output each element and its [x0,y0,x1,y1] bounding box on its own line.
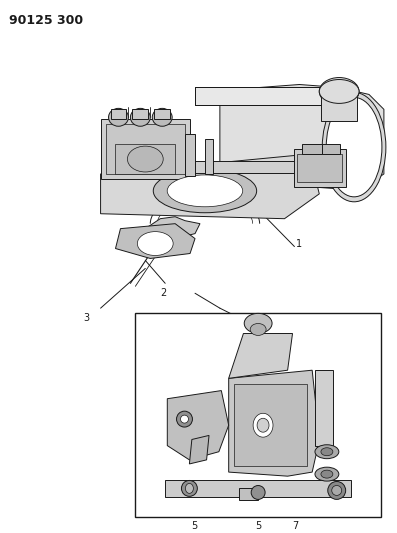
Text: 3: 3 [84,313,90,323]
Bar [195,87,339,106]
Text: 5: 5 [255,521,261,531]
Ellipse shape [321,470,333,478]
Ellipse shape [328,481,346,499]
Bar [322,144,340,154]
Ellipse shape [319,79,359,103]
Bar [110,109,126,119]
Bar [185,134,195,176]
Ellipse shape [137,232,173,255]
Bar [195,87,339,106]
Ellipse shape [322,92,386,202]
Polygon shape [167,391,229,460]
Ellipse shape [181,480,197,496]
Bar [106,124,185,174]
Text: 2: 2 [160,288,166,298]
Bar [116,144,175,174]
Bar [233,384,307,466]
Ellipse shape [332,486,342,495]
Polygon shape [220,85,384,189]
Text: 90125 300: 90125 300 [9,14,83,27]
Bar [321,92,357,122]
Text: 4: 4 [194,344,200,354]
Ellipse shape [321,448,333,456]
Polygon shape [100,154,319,219]
Ellipse shape [251,486,265,499]
Bar [135,313,381,517]
Polygon shape [229,334,293,378]
Ellipse shape [250,324,266,335]
Text: 4: 4 [359,416,365,426]
Text: 5: 5 [191,521,197,531]
Polygon shape [229,370,320,476]
Polygon shape [116,224,195,259]
Ellipse shape [153,169,256,213]
Ellipse shape [244,313,272,333]
Ellipse shape [185,483,193,494]
Ellipse shape [323,82,355,101]
Bar [314,370,333,446]
Text: 6: 6 [145,453,151,463]
Polygon shape [148,217,200,239]
Polygon shape [189,435,209,464]
Text: 1: 1 [297,239,303,248]
Ellipse shape [315,445,339,459]
Bar [297,154,342,182]
Bar [205,139,213,174]
Bar [165,480,351,497]
Bar [303,144,322,154]
Bar [100,119,190,179]
Bar [295,149,346,187]
Bar [132,109,148,119]
Ellipse shape [127,146,163,172]
Ellipse shape [319,77,359,106]
Ellipse shape [315,467,339,481]
Ellipse shape [253,413,273,437]
Ellipse shape [108,108,128,126]
Ellipse shape [152,108,172,126]
Bar [154,109,170,119]
Ellipse shape [181,415,189,423]
Text: 7: 7 [292,521,298,531]
Ellipse shape [177,411,193,427]
Ellipse shape [326,98,382,197]
Text: 6: 6 [364,467,370,477]
Ellipse shape [130,108,150,126]
Ellipse shape [257,418,269,432]
Text: 2: 2 [364,328,370,338]
Bar [190,161,299,173]
Ellipse shape [167,175,243,207]
Bar [239,488,258,500]
